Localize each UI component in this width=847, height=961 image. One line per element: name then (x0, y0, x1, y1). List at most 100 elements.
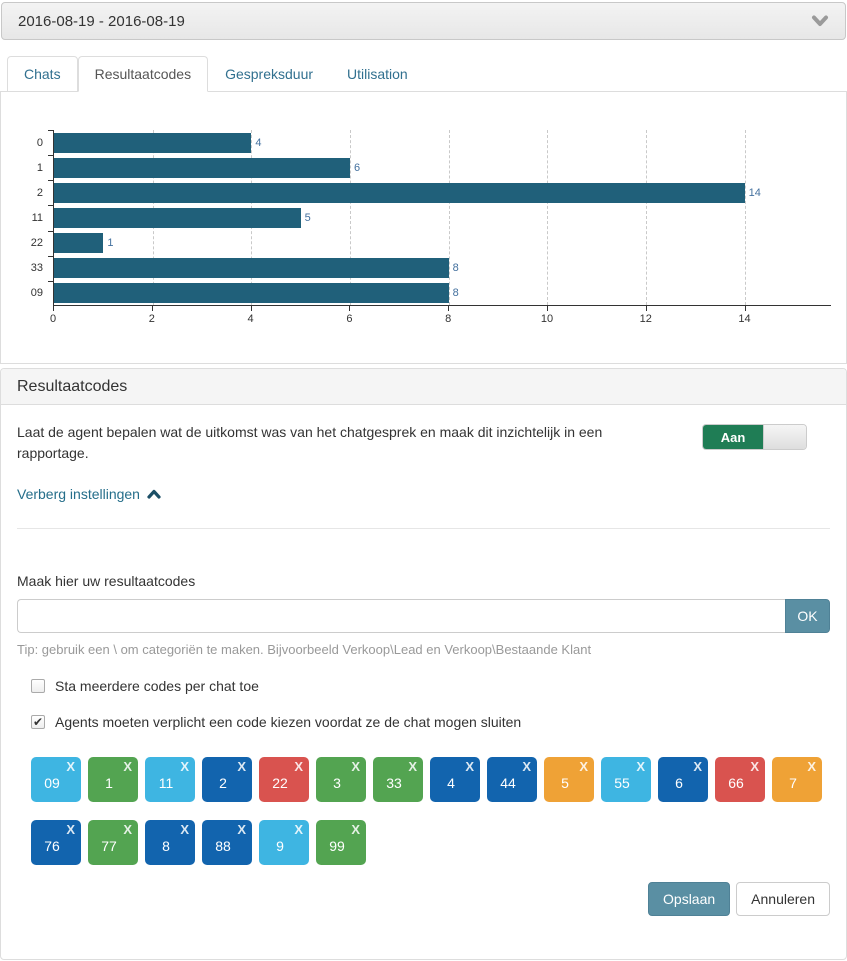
feature-toggle[interactable]: Aan (702, 424, 807, 450)
remove-code-icon[interactable]: X (237, 822, 246, 837)
checkbox-label: Agents moeten verplicht een code kiezen … (55, 714, 522, 730)
remove-code-icon[interactable]: X (351, 822, 360, 837)
code-chip: 88 X (202, 820, 252, 865)
tab[interactable]: Utilisation (347, 66, 408, 82)
bar-row: 1 (48, 230, 831, 256)
code-chip: 66 X (715, 757, 765, 802)
y-axis-category-label: 2 (36, 186, 43, 199)
remove-code-icon[interactable]: X (123, 822, 132, 837)
code-chip: 99 X (316, 820, 366, 865)
code-chip: 76 X (31, 820, 81, 865)
tab[interactable]: Chats (7, 56, 78, 92)
remove-code-icon[interactable]: X (636, 759, 645, 774)
remove-code-icon[interactable]: X (180, 822, 189, 837)
bar-value-label: 8 (452, 287, 459, 300)
feature-description: Laat de agent bepalen wat de uitkomst wa… (17, 424, 603, 461)
checkbox-group: Sta meerdere codes per chat toe Agents m… (17, 678, 830, 730)
code-chip-value: 2 (219, 774, 227, 791)
code-chip: 09 X (31, 757, 81, 802)
x-axis-tick-label: 0 (49, 313, 57, 325)
bar (54, 182, 745, 203)
checkbox[interactable] (31, 679, 45, 693)
remove-code-icon[interactable]: X (237, 759, 246, 774)
code-chip: 4 X (430, 757, 480, 802)
x-axis-tick (53, 306, 54, 311)
bar-row: 6 (48, 155, 831, 180)
y-axis-category-label: 09 (30, 287, 43, 300)
save-button[interactable]: Opslaan (648, 882, 731, 916)
y-axis-category-label: 1 (36, 161, 43, 174)
checkbox-row: Sta meerdere codes per chat toe (17, 678, 830, 694)
remove-code-icon[interactable]: X (66, 822, 75, 837)
x-axis-tick-label: 4 (247, 313, 254, 325)
code-chip-value: 3 (333, 774, 341, 791)
x-axis-tick (448, 306, 450, 311)
gridline (350, 130, 351, 305)
remove-code-icon[interactable]: X (123, 759, 132, 774)
chevron-down-icon[interactable] (811, 15, 829, 27)
gridline (547, 130, 549, 305)
remove-code-icon[interactable]: X (66, 759, 75, 774)
code-input[interactable] (17, 599, 785, 633)
chevron-up-icon (147, 489, 161, 499)
code-chip-value: 76 (44, 837, 60, 854)
gridline (448, 130, 450, 305)
code-chip: 3 X (316, 757, 366, 802)
bar (54, 157, 350, 178)
x-axis-tick (151, 306, 153, 311)
y-axis-category-label: 33 (30, 262, 43, 275)
x-axis-tick (744, 306, 746, 311)
code-chip: 44 X (487, 757, 537, 802)
code-chip-value: 55 (614, 774, 630, 791)
code-chip-value: 88 (215, 837, 231, 854)
bar-row: 14 (48, 180, 831, 205)
ok-button[interactable]: OK (785, 599, 830, 633)
code-chip: 6 X (658, 757, 708, 802)
x-axis: 0 2 4 6 8 10 12 14 (49, 306, 831, 330)
tab[interactable]: Gespreksduur (225, 66, 314, 82)
remove-code-icon[interactable]: X (750, 759, 759, 774)
bar (54, 207, 301, 228)
code-chip-value: 99 (329, 837, 345, 854)
remove-code-icon[interactable]: X (180, 759, 189, 774)
x-axis-tick-label: 10 (540, 313, 554, 325)
code-chip: 11 X (145, 757, 195, 802)
code-chip: 9 X (259, 820, 309, 865)
code-chip: 5 X (544, 757, 594, 802)
bar-value-label: 1 (107, 237, 114, 250)
x-axis-tick-label: 8 (445, 313, 452, 325)
bar-row: 8 (48, 280, 831, 306)
toggle-knob[interactable] (763, 425, 806, 449)
y-axis-tick (48, 280, 54, 282)
gridline (744, 130, 746, 305)
chart-panel: 0 1 2 11 22 33 09 4 6 14 5 1 8 8 0 2 4 6 8 10 12 14 (0, 92, 847, 364)
x-axis-tick-label: 2 (148, 313, 155, 325)
tab[interactable]: Resultaatcodes (77, 56, 209, 92)
toggle-on-label: Aan (703, 425, 763, 449)
code-chip-value: 11 (158, 774, 174, 791)
code-chip-value: 09 (44, 774, 60, 791)
remove-code-icon[interactable]: X (351, 759, 360, 774)
bar (54, 283, 449, 304)
remove-code-icon[interactable]: X (693, 759, 702, 774)
remove-code-icon[interactable]: X (294, 759, 303, 774)
cancel-button[interactable]: Annuleren (736, 882, 830, 916)
x-axis-tick (250, 306, 252, 311)
code-chip-value: 66 (728, 774, 744, 791)
remove-code-icon[interactable]: X (465, 759, 474, 774)
y-axis-tick (48, 180, 54, 182)
remove-code-icon[interactable]: X (807, 759, 816, 774)
remove-code-icon[interactable]: X (294, 822, 303, 837)
remove-code-icon[interactable]: X (579, 759, 588, 774)
code-chip: 33 X (373, 757, 423, 802)
hide-settings-link[interactable]: Verberg instellingen (17, 486, 161, 502)
date-range-header[interactable]: 2016-08-19 - 2016-08-19 (1, 2, 846, 40)
panel-title: Resultaatcodes (1, 369, 846, 405)
date-range-text: 2016-08-19 - 2016-08-19 (18, 12, 185, 30)
checkbox[interactable] (31, 715, 45, 729)
x-axis-tick-label: 12 (639, 313, 652, 325)
remove-code-icon[interactable]: X (522, 759, 531, 774)
x-axis-tick (645, 306, 647, 311)
code-chip-value: 1 (105, 774, 113, 791)
remove-code-icon[interactable]: X (408, 759, 417, 774)
